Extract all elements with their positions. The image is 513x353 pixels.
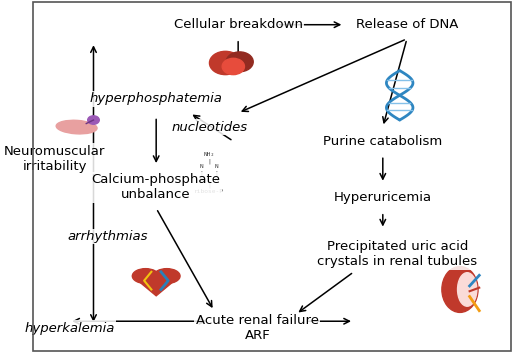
Text: hyperkalemia: hyperkalemia bbox=[24, 322, 114, 335]
Polygon shape bbox=[135, 278, 177, 296]
Ellipse shape bbox=[458, 273, 477, 306]
Text: Precipitated uric acid
crystals in renal tubules: Precipitated uric acid crystals in renal… bbox=[317, 240, 477, 268]
Circle shape bbox=[209, 51, 241, 74]
Text: hyperphosphatemia: hyperphosphatemia bbox=[90, 92, 223, 105]
Text: Calcium-phosphate
unbalance: Calcium-phosphate unbalance bbox=[92, 173, 221, 201]
Text: nucleotides: nucleotides bbox=[171, 121, 247, 133]
Circle shape bbox=[226, 52, 253, 72]
Text: Acute renal failure
ARF: Acute renal failure ARF bbox=[196, 314, 319, 342]
Text: Cellular breakdown: Cellular breakdown bbox=[174, 18, 303, 31]
Text: Release of DNA: Release of DNA bbox=[356, 18, 458, 31]
Ellipse shape bbox=[56, 120, 97, 134]
Text: NH₂
|
N   N
|   |
N   N
|
ribose-P: NH₂ | N N | | N N | ribose-P bbox=[194, 152, 224, 193]
Circle shape bbox=[222, 58, 245, 74]
Ellipse shape bbox=[132, 269, 159, 283]
Text: arrhythmias: arrhythmias bbox=[68, 230, 148, 243]
Text: Purine catabolism: Purine catabolism bbox=[323, 135, 442, 148]
Circle shape bbox=[88, 116, 100, 124]
Ellipse shape bbox=[153, 269, 180, 283]
Text: Neuromuscular
irritability: Neuromuscular irritability bbox=[4, 145, 106, 173]
Text: Hyperuricemia: Hyperuricemia bbox=[334, 191, 432, 204]
Ellipse shape bbox=[442, 267, 478, 312]
